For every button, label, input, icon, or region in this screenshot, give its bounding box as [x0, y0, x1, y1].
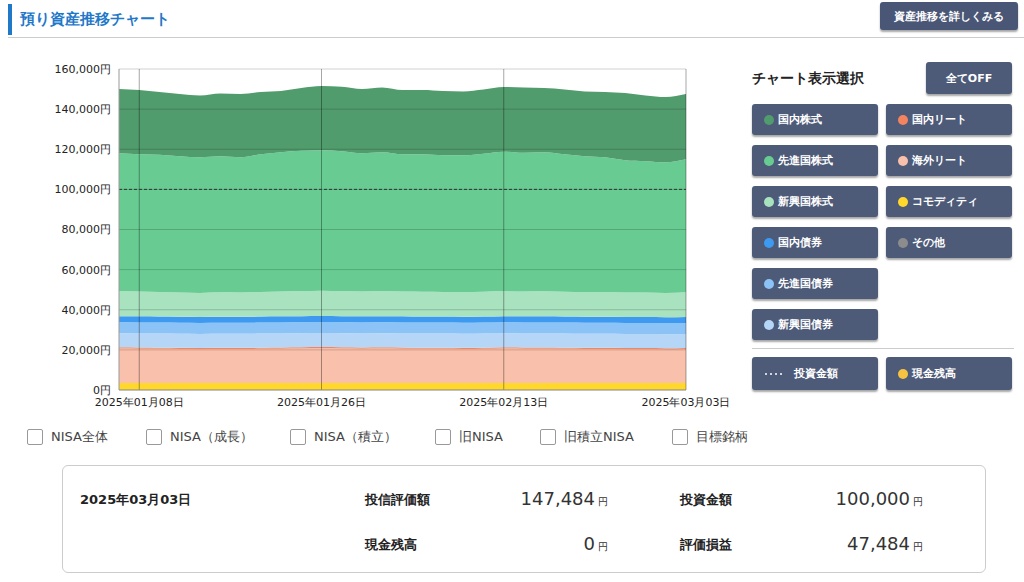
html-text:国内株式: 国内株式	[778, 113, 822, 126]
html-text:147,484 円: 147,484 円	[520, 488, 608, 509]
html-text:チャート表示選択: チャート表示選択	[752, 70, 864, 86]
html-text:投資金額: 投資金額	[680, 492, 732, 507]
html-text:先進国債券: 先進国債券	[778, 277, 833, 290]
html-text:海外リート: 海外リート	[912, 154, 967, 167]
html-text:NISA（積立）: NISA（積立）	[314, 429, 397, 444]
svg-text:120,000円: 120,000円	[55, 143, 112, 156]
html-text:新興国株式: 新興国株式	[778, 195, 833, 208]
html-text:資産推移を詳しくみる: 資産推移を詳しくみる	[894, 9, 1004, 23]
html-text:目標銘柄: 目標銘柄	[696, 429, 748, 444]
svg-text:0円: 0円	[93, 384, 111, 397]
html-text:全てOFF: 全てOFF	[945, 71, 993, 85]
svg-text:2025年01月26日: 2025年01月26日	[277, 396, 366, 409]
svg-text:2025年02月13日: 2025年02月13日	[459, 396, 548, 409]
html-text:国内債券: 国内債券	[778, 236, 822, 249]
html-text:コモディティ: コモディティ	[912, 195, 978, 208]
html-text:その他: その他	[912, 236, 945, 249]
html-text:投資金額: 投資金額	[794, 367, 838, 380]
html-text:評価損益: 評価損益	[680, 537, 732, 552]
svg-text:80,000円: 80,000円	[62, 223, 112, 236]
html-text:100,000 円: 100,000 円	[835, 488, 923, 509]
svg-text:20,000円: 20,000円	[62, 344, 112, 357]
html-text:旧積立NISA: 旧積立NISA	[564, 429, 634, 444]
html-text:預り資産推移チャート: 預り資産推移チャート	[20, 10, 170, 28]
html-text:新興国債券: 新興国債券	[778, 318, 833, 331]
html-text:先進国株式: 先進国株式	[778, 154, 833, 167]
html-text:NISA全体: NISA全体	[51, 429, 108, 444]
html-text:0 円: 0 円	[583, 533, 608, 554]
html-text:現金残高: 現金残高	[365, 537, 417, 552]
svg-text:140,000円: 140,000円	[55, 103, 112, 116]
svg-text:160,000円: 160,000円	[55, 63, 112, 76]
html-text:投信評価額: 投信評価額	[365, 492, 430, 507]
svg-text:40,000円: 40,000円	[62, 304, 112, 317]
html-text:現金残高: 現金残高	[912, 367, 956, 380]
svg-text:2025年03月03日: 2025年03月03日	[642, 396, 731, 409]
html-text:NISA（成長）: NISA（成長）	[170, 429, 253, 444]
html-text:国内リート: 国内リート	[912, 113, 967, 126]
svg-text:2025年01月08日: 2025年01月08日	[95, 396, 184, 409]
svg-text:100,000円: 100,000円	[55, 183, 112, 196]
html-text:旧NISA: 旧NISA	[459, 429, 503, 444]
html-text:47,484 円: 47,484 円	[847, 533, 923, 554]
html-text:2025年03月03日: 2025年03月03日	[80, 492, 192, 507]
svg-text:60,000円: 60,000円	[62, 264, 112, 277]
